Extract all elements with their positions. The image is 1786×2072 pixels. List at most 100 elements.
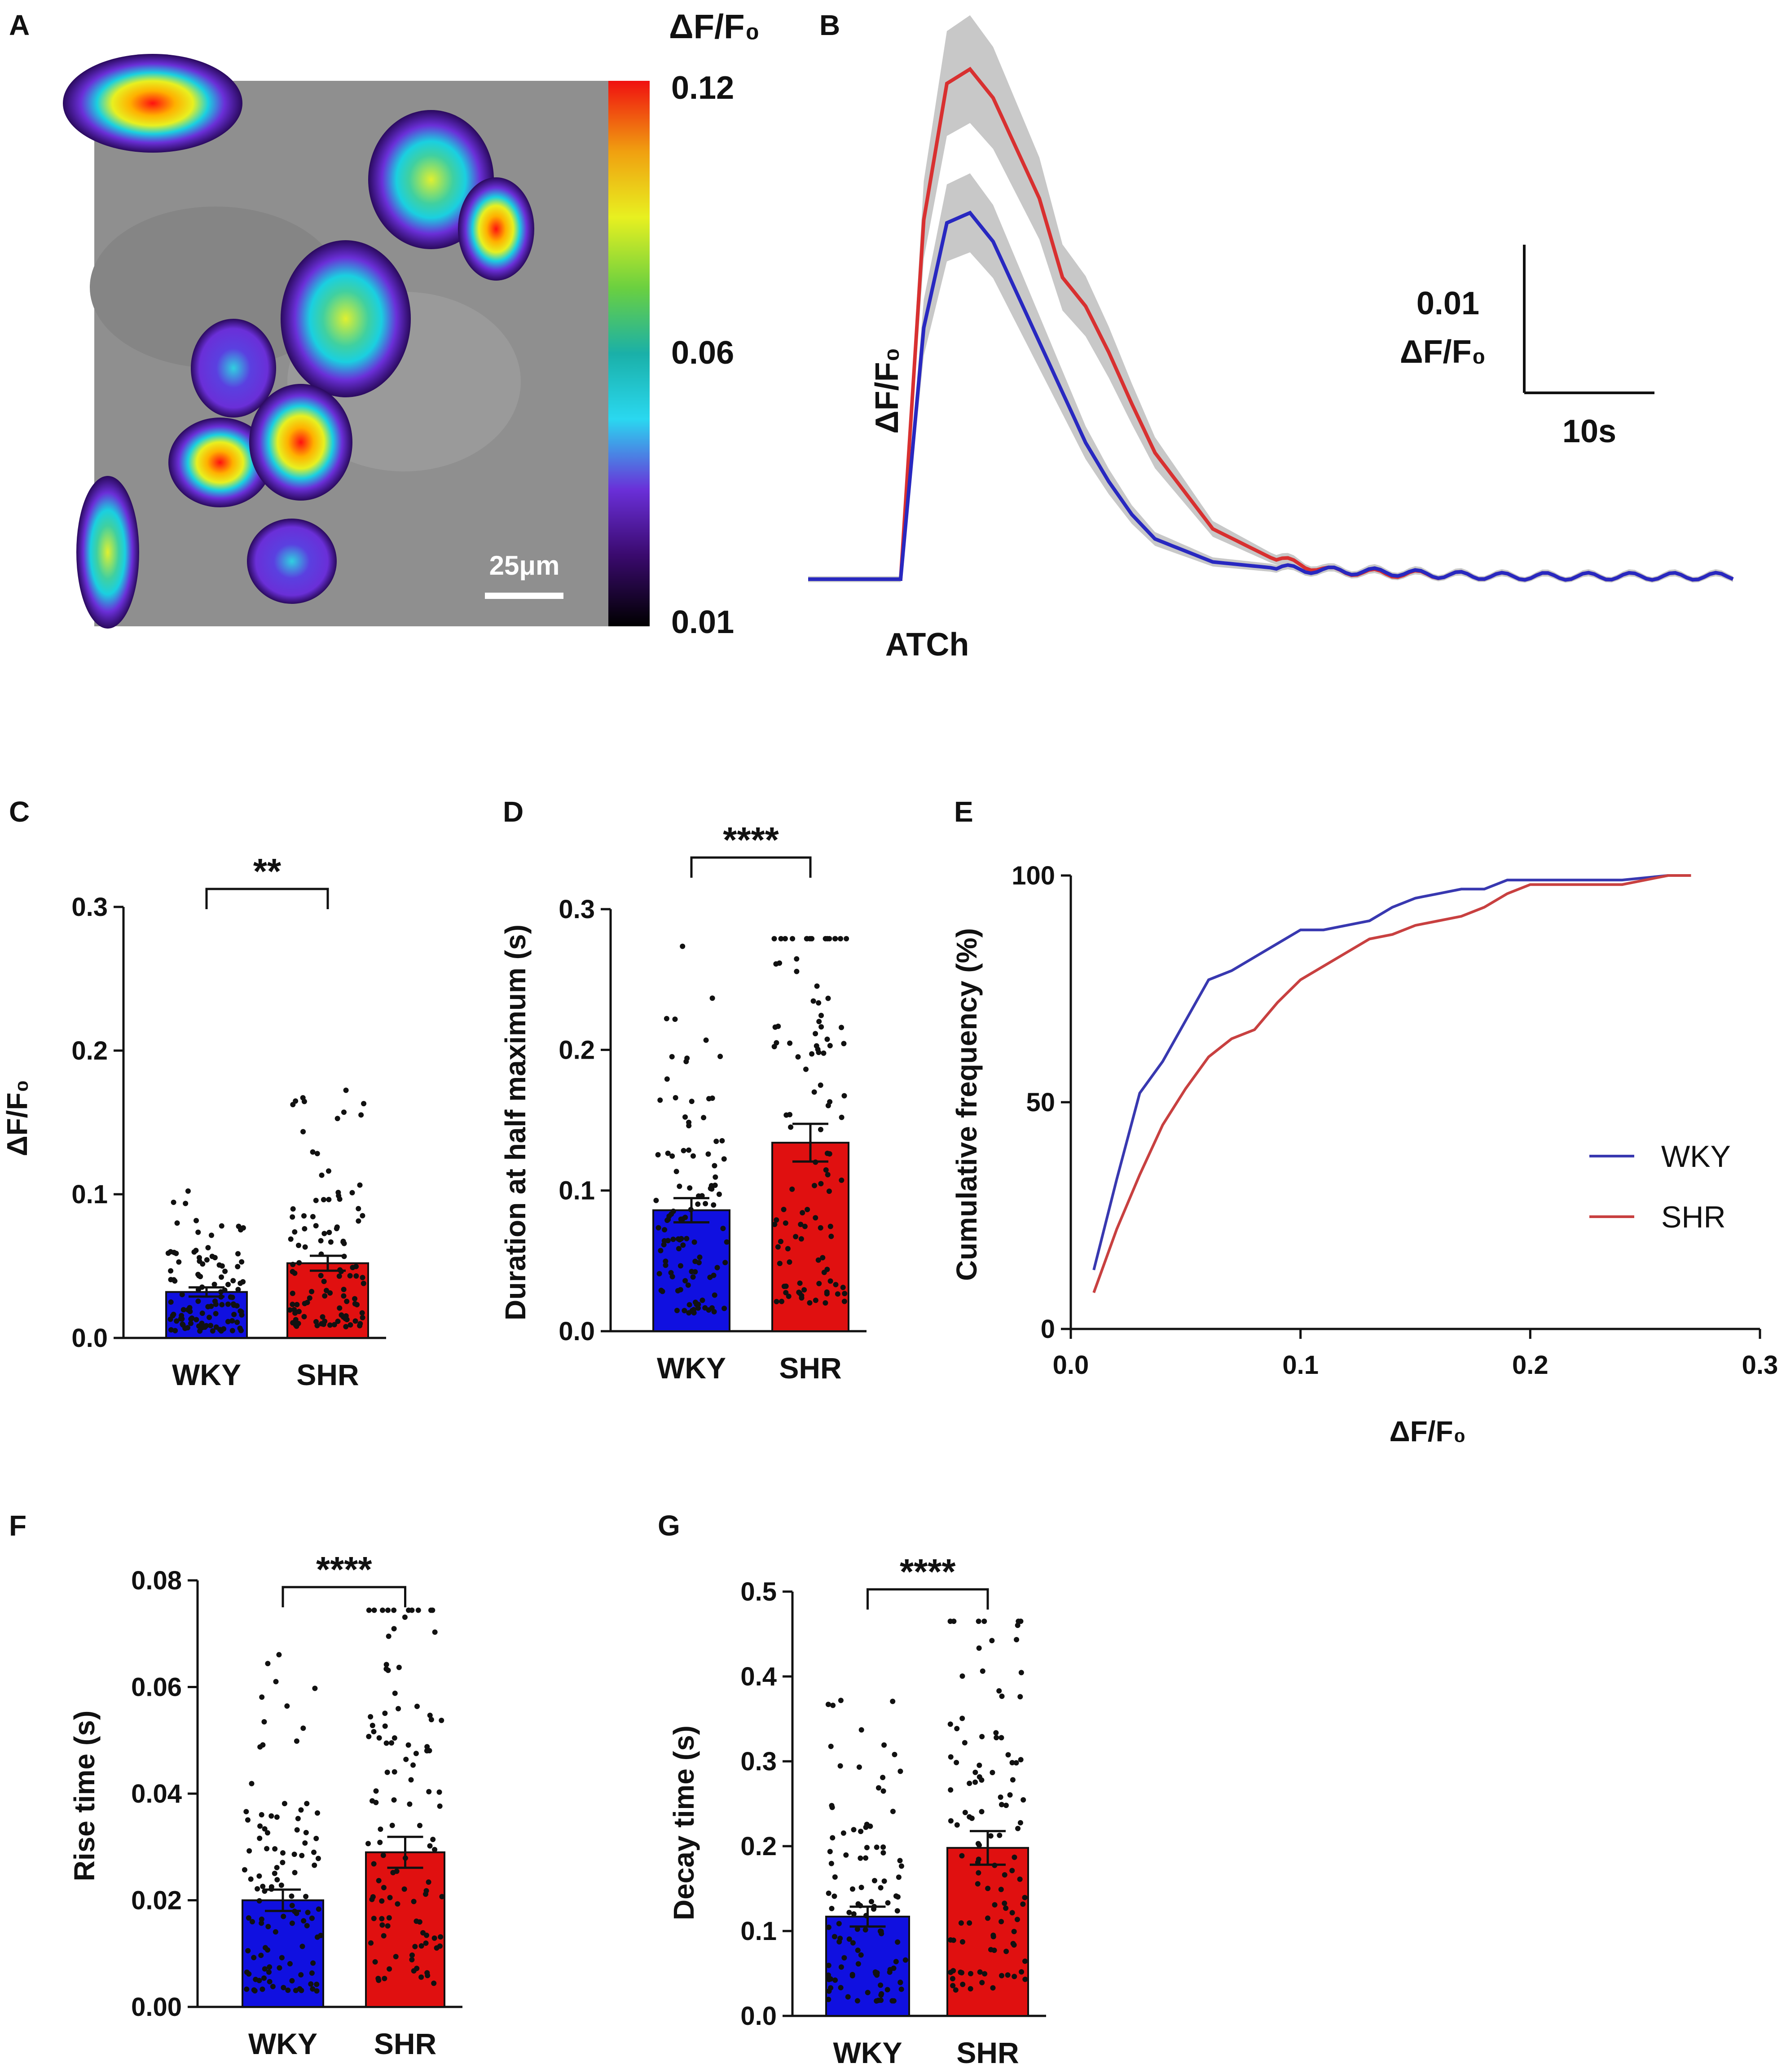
data-point	[835, 1291, 840, 1297]
data-point	[321, 1231, 327, 1236]
category-label: WKY	[833, 2036, 902, 2069]
data-point	[881, 1878, 887, 1884]
data-point	[777, 1261, 783, 1267]
data-point	[208, 1323, 214, 1329]
panel-c-chart: 0.0 0.1 0.2 0.3 WKY SHR **	[71, 851, 386, 1391]
data-point	[350, 1265, 356, 1271]
data-point	[1010, 1940, 1016, 1946]
data-point	[313, 1319, 319, 1324]
data-point	[199, 1310, 205, 1316]
y-tick-label: 0.1	[740, 1917, 777, 1946]
data-point	[312, 1685, 318, 1691]
data-point	[816, 1000, 822, 1006]
y-tick-label: 0.5	[740, 1577, 777, 1606]
data-point	[826, 1988, 832, 1994]
data-point	[1022, 1895, 1028, 1900]
data-point	[430, 1836, 436, 1842]
data-point	[210, 1328, 216, 1334]
data-point	[972, 1769, 978, 1775]
data-point	[389, 1822, 395, 1828]
data-point	[851, 1911, 857, 1917]
data-point	[828, 1861, 834, 1866]
data-point	[998, 1794, 1003, 1800]
data-point	[788, 1124, 794, 1130]
scalebar-y-value: 0.01	[1416, 286, 1479, 321]
data-point	[401, 1886, 407, 1892]
data-point	[292, 1229, 298, 1235]
data-point	[801, 1287, 807, 1293]
data-point	[268, 1813, 274, 1819]
data-point	[804, 936, 810, 941]
data-point	[280, 1850, 286, 1856]
panel-d-chart: 0.0 0.1 0.2 0.3 WKY SHR ****	[559, 820, 867, 1385]
category-label: SHR	[956, 2036, 1019, 2069]
data-point	[721, 1156, 727, 1162]
data-point	[890, 1698, 896, 1704]
data-point	[793, 1234, 799, 1240]
data-point	[863, 1855, 869, 1861]
data-point	[361, 1280, 366, 1286]
data-point	[887, 1966, 893, 1972]
data-point	[677, 1183, 682, 1189]
data-point	[998, 1887, 1004, 1892]
data-point	[841, 1041, 847, 1047]
data-point	[840, 1285, 846, 1290]
data-point	[256, 1873, 262, 1879]
data-point	[778, 936, 784, 941]
data-point	[321, 1197, 326, 1202]
data-point	[948, 1818, 954, 1824]
significance-stars: ****	[316, 1549, 372, 1589]
data-point	[794, 956, 800, 962]
data-point	[703, 1201, 708, 1206]
data-point	[856, 1764, 862, 1770]
data-point	[249, 1781, 255, 1786]
data-point	[265, 1661, 271, 1667]
data-point	[371, 1729, 377, 1734]
data-point	[962, 1809, 968, 1815]
data-point	[311, 1849, 317, 1855]
data-point	[878, 1885, 884, 1891]
data-point	[396, 1664, 402, 1670]
data-point	[989, 1638, 995, 1644]
data-point	[370, 1798, 375, 1804]
data-point	[809, 1051, 815, 1057]
data-point	[802, 1223, 808, 1229]
data-point	[303, 1830, 309, 1835]
data-point	[827, 1223, 833, 1229]
data-point	[290, 1206, 296, 1212]
y-tick-label: 0.3	[559, 895, 595, 924]
data-point	[1005, 1972, 1011, 1978]
data-point	[657, 1097, 663, 1103]
data-point	[264, 1846, 270, 1852]
data-point	[858, 1952, 864, 1958]
data-point	[999, 1919, 1004, 1925]
data-point	[318, 1932, 324, 1938]
data-point	[867, 1823, 873, 1829]
data-point	[414, 1703, 420, 1709]
data-point	[1013, 1760, 1019, 1766]
data-point	[874, 1844, 880, 1850]
data-point	[302, 1840, 308, 1846]
data-point	[405, 1742, 411, 1748]
data-point	[257, 1835, 263, 1841]
data-point	[873, 1971, 879, 1976]
data-point	[322, 1318, 328, 1324]
data-point	[968, 1971, 973, 1976]
data-point	[381, 1885, 387, 1891]
data-point	[304, 1923, 310, 1929]
y-tick-label: 0.4	[740, 1662, 777, 1691]
data-point	[238, 1309, 244, 1315]
data-point	[381, 1933, 387, 1939]
data-point	[990, 1985, 996, 1991]
data-point	[1019, 1969, 1025, 1975]
data-point	[378, 1826, 383, 1832]
panel-f-chart: 0.00 0.02 0.04 0.06 0.08 WKY SHR ****	[131, 1549, 462, 2060]
data-point	[1017, 1876, 1023, 1882]
data-point	[898, 1986, 904, 1992]
data-point	[674, 1307, 680, 1313]
data-point	[831, 1934, 837, 1940]
data-point	[391, 1607, 397, 1613]
data-point	[826, 1962, 831, 1968]
data-point	[343, 1324, 349, 1329]
